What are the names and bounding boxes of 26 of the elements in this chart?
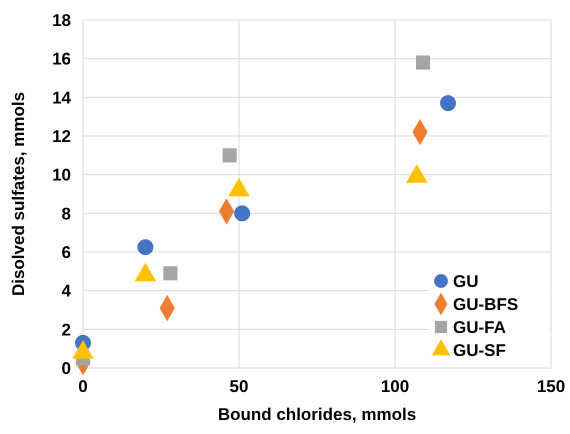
x-axis-title: Bound chlorides, mmols — [218, 405, 416, 424]
legend-label: GU-FA — [453, 318, 506, 337]
x-tick-label: 50 — [230, 377, 248, 396]
y-tick-label: 14 — [52, 88, 72, 108]
y-tick-label: 8 — [62, 204, 71, 224]
point — [163, 266, 178, 280]
legend-label: GU-BFS — [453, 294, 518, 314]
point — [440, 95, 456, 112]
y-tick-label: 12 — [52, 126, 71, 146]
legend-label: GU — [453, 272, 478, 291]
y-tick-label: 6 — [62, 242, 71, 262]
y-tick-label: 10 — [52, 166, 71, 185]
point — [222, 148, 237, 162]
point — [137, 239, 154, 256]
x-tick-label: 0 — [78, 377, 88, 396]
legend-label: GU-SF — [453, 340, 506, 360]
y-tick-label: 18 — [52, 10, 71, 30]
point — [416, 55, 430, 70]
x-tick-label: 100 — [380, 377, 410, 396]
y-tick-label: 2 — [62, 320, 71, 340]
x-tick-label: 150 — [536, 377, 566, 396]
y-axis-title: Disolved sulfates, mmols — [9, 92, 28, 296]
point — [234, 205, 250, 222]
y-tick-label: 16 — [52, 50, 71, 69]
y-tick-label: 4 — [62, 282, 72, 301]
y-tick-label: 0 — [62, 358, 71, 378]
